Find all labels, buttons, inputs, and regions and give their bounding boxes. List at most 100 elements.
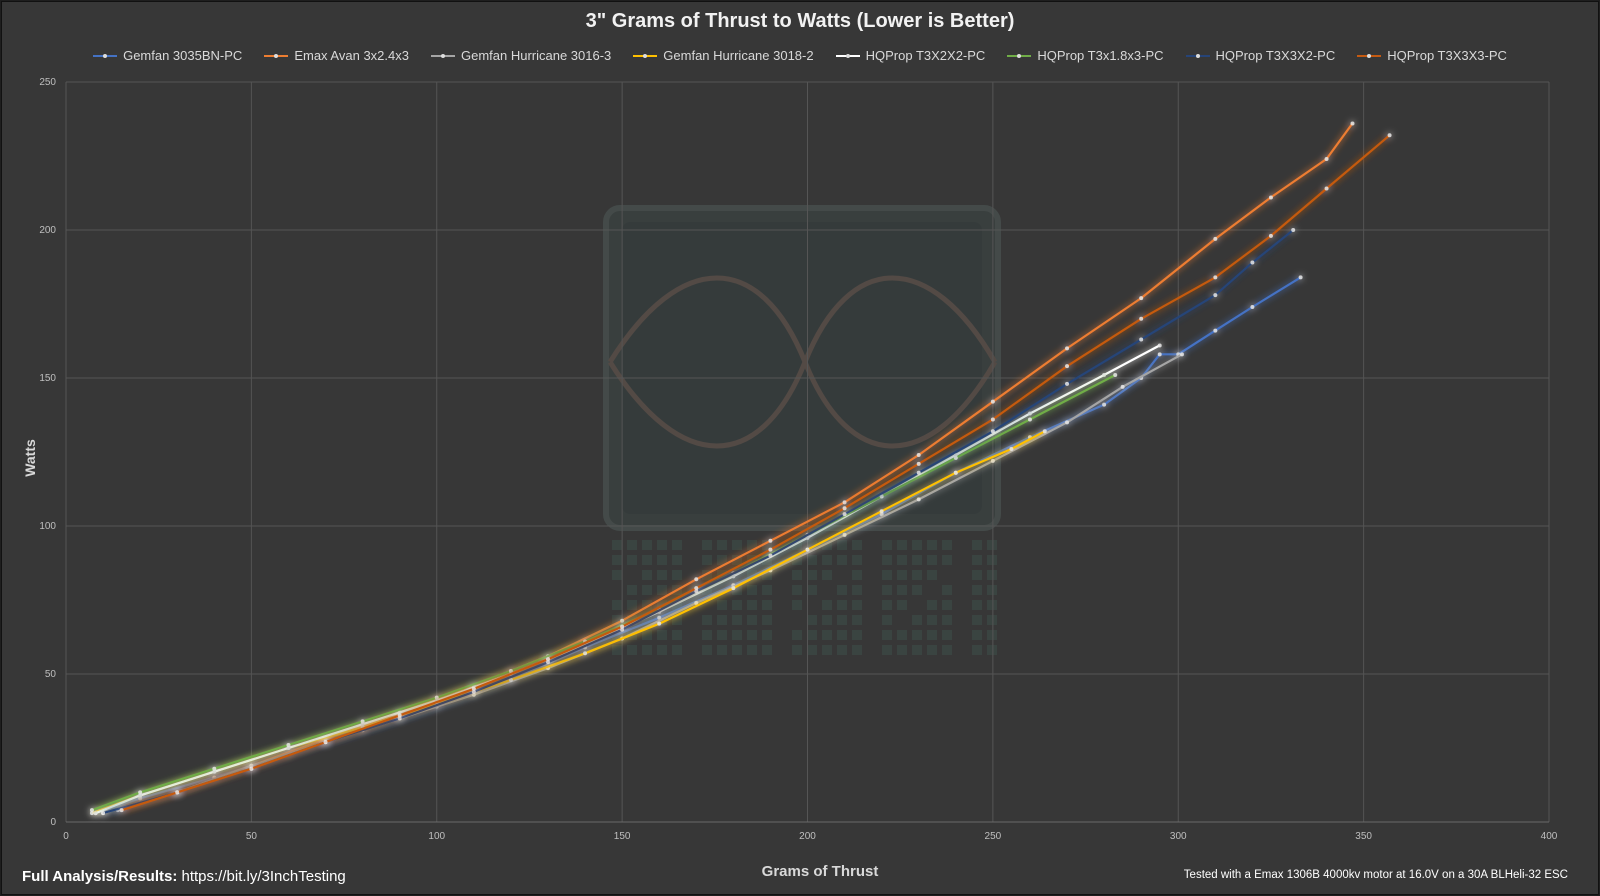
data-point: [583, 651, 588, 656]
data-point: [879, 512, 884, 517]
data-point: [397, 716, 402, 721]
x-tick-label: 300: [1170, 831, 1187, 842]
data-point: [434, 695, 439, 700]
data-point: [1113, 373, 1118, 378]
data-point: [360, 722, 365, 727]
data-point: [1213, 328, 1218, 333]
data-point: [1213, 275, 1218, 280]
data-point: [657, 615, 662, 620]
x-tick-label: 0: [63, 831, 69, 842]
data-point: [916, 461, 921, 466]
legend-swatch-icon: [1357, 53, 1382, 58]
data-point: [879, 494, 884, 499]
data-point: [953, 452, 958, 457]
legend-label: HQProp T3x1.8x3-PC: [1037, 48, 1164, 63]
data-point: [1009, 447, 1014, 452]
data-point: [545, 660, 550, 665]
footer-url[interactable]: https://bit.ly/3InchTesting: [181, 868, 346, 885]
data-point: [1213, 236, 1218, 241]
legend-item[interactable]: HQProp T3X2X2-PC: [835, 48, 986, 63]
data-point: [768, 553, 773, 558]
data-point: [471, 692, 476, 697]
data-point: [620, 627, 625, 632]
data-point: [694, 600, 699, 605]
data-point: [990, 417, 995, 422]
data-point: [694, 586, 699, 591]
data-point: [990, 458, 995, 463]
y-tick-label: 250: [39, 77, 56, 88]
legend-item[interactable]: Gemfan 3035BN-PC: [93, 48, 242, 63]
data-point: [138, 793, 143, 798]
data-point: [990, 429, 995, 434]
data-point: [138, 796, 143, 801]
legend-item[interactable]: HQProp T3X3X3-PC: [1357, 48, 1507, 63]
data-point: [1027, 417, 1032, 422]
chart-title: 3" Grams of Thrust to Watts (Lower is Be…: [585, 10, 1015, 32]
data-point: [1179, 352, 1184, 357]
data-point: [1387, 133, 1392, 138]
data-point: [805, 535, 810, 540]
data-point: [1291, 228, 1296, 232]
data-point: [953, 470, 958, 475]
axes: 0 50 100 150 200 250 0 50 100 150 200 250 300 350 400: [39, 77, 1557, 842]
data-point: [1120, 384, 1125, 389]
series-hqprop-t3x3x3-pc[interactable]: [119, 133, 1392, 813]
x-axis-label: Grams of Thrust: [761, 863, 879, 880]
data-point: [1350, 121, 1355, 126]
legend-swatch-icon: [264, 53, 289, 58]
y-tick-label: 100: [39, 521, 56, 532]
footer-analysis-label: Full Analysis/Results:: [22, 868, 178, 885]
grid-lines: [65, 81, 1550, 823]
watermark-logo: [603, 205, 1001, 655]
y-tick-label: 0: [50, 817, 56, 828]
data-point: [916, 452, 921, 457]
data-point: [990, 399, 995, 404]
data-point: [620, 618, 625, 623]
data-point: [1065, 381, 1070, 386]
x-tick-label: 50: [246, 831, 258, 842]
data-point: [1250, 260, 1255, 265]
data-point: [1213, 293, 1218, 298]
data-point: [508, 677, 513, 682]
legend-item[interactable]: HQProp T3X3X2-PC: [1185, 48, 1336, 63]
legend-label: HQProp T3X3X3-PC: [1387, 48, 1507, 63]
x-tick-label: 200: [799, 831, 816, 842]
legend-label: HQProp T3X3X2-PC: [1215, 48, 1336, 63]
data-point: [286, 743, 291, 748]
legend: Gemfan 3035BN-PC Emax Avan 3x2.4x3 Gemfan …: [0, 48, 1600, 63]
data-point: [1027, 411, 1032, 416]
legend-item[interactable]: HQProp T3x1.8x3-PC: [1007, 48, 1164, 63]
data-point: [1042, 429, 1047, 434]
y-tick-label: 150: [39, 373, 56, 384]
data-point: [1139, 337, 1144, 342]
legend-item[interactable]: Gemfan Hurricane 3018-2: [633, 48, 814, 63]
footer-analysis-link[interactable]: Full Analysis/Results: https://bit.ly/3I…: [22, 868, 346, 885]
data-point: [916, 470, 921, 475]
x-tick-label: 400: [1541, 831, 1558, 842]
data-point: [1102, 373, 1107, 378]
data-point: [471, 689, 476, 694]
x-tick-label: 250: [985, 831, 1002, 842]
data-point: [1250, 304, 1255, 309]
data-point: [286, 746, 291, 750]
legend-label: HQProp T3X2X2-PC: [865, 48, 986, 63]
x-tick-label: 100: [428, 831, 445, 842]
data-point: [119, 808, 124, 813]
data-point: [1102, 402, 1107, 407]
data-point: [249, 766, 254, 771]
series-lines: [89, 121, 1392, 816]
data-point: [1298, 275, 1303, 280]
data-point: [805, 547, 810, 552]
legend-item[interactable]: Emax Avan 3x2.4x3: [264, 48, 409, 63]
data-point: [1065, 364, 1070, 369]
data-point: [1065, 420, 1070, 425]
y-tick-label: 200: [39, 225, 56, 236]
data-point: [842, 512, 847, 517]
legend-item[interactable]: Gemfan Hurricane 3016-3: [430, 48, 611, 63]
data-point: [916, 497, 921, 502]
legend-swatch-icon: [1007, 53, 1032, 58]
data-point: [212, 769, 217, 774]
data-point: [953, 455, 958, 460]
y-axis-label: Watts: [22, 439, 38, 477]
data-point: [694, 577, 699, 582]
